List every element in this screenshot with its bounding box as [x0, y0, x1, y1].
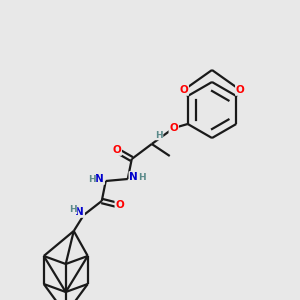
Text: H: H: [88, 176, 96, 184]
Text: N: N: [75, 207, 84, 217]
Text: H: H: [155, 130, 163, 140]
Text: O: O: [112, 145, 121, 155]
Text: O: O: [116, 200, 124, 210]
Text: N: N: [129, 172, 138, 182]
Text: O: O: [169, 123, 178, 133]
Text: N: N: [95, 174, 104, 184]
Text: O: O: [236, 85, 244, 95]
Text: H: H: [138, 173, 146, 182]
Text: O: O: [179, 85, 188, 95]
Text: H: H: [69, 205, 76, 214]
